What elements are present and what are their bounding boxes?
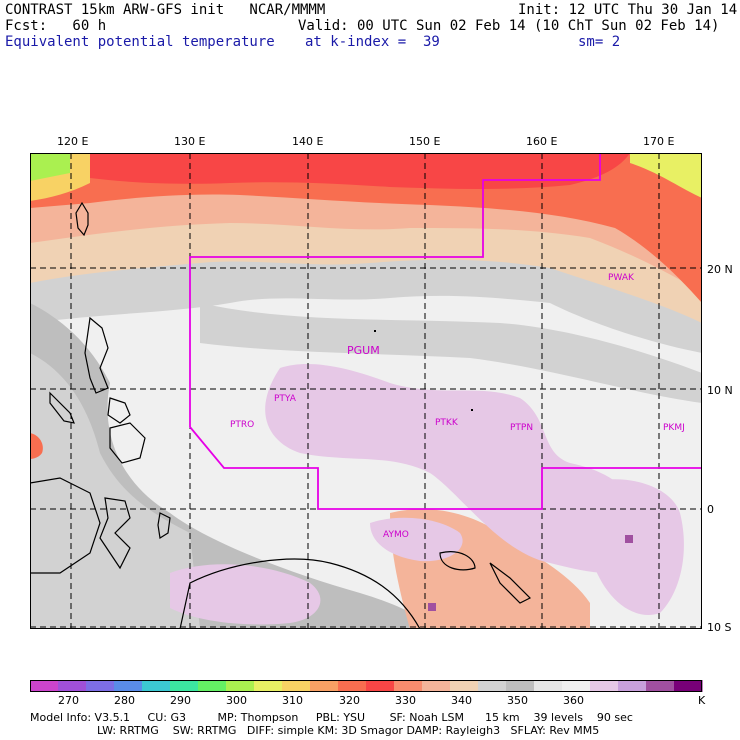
colorbar-label-270: 270 bbox=[58, 694, 79, 707]
station-label-pkmj: PKMJ bbox=[663, 423, 685, 433]
colorbar-swatch bbox=[618, 680, 647, 692]
band-purple-spot-2 bbox=[428, 603, 436, 611]
band-lavender-1 bbox=[265, 363, 650, 573]
colorbar-swatch bbox=[142, 680, 171, 692]
band-lavender-2 bbox=[170, 564, 321, 625]
band-330 bbox=[30, 153, 702, 303]
model-title: CONTRAST 15km ARW-GFS init NCAR/MMMM bbox=[5, 2, 326, 18]
coastline-new-guinea bbox=[179, 558, 421, 629]
model-info-line2: LW: RRTMG SW: RRTMG DIFF: simple KM: 3D … bbox=[97, 724, 600, 737]
vertical-level: at k-index = 39 bbox=[305, 34, 440, 50]
colorbar-label-340: 340 bbox=[451, 694, 472, 707]
station-label-ptpn: PTPN bbox=[510, 423, 534, 433]
colorbar-swatch bbox=[338, 680, 367, 692]
colorbar-label-280: 280 bbox=[114, 694, 135, 707]
coastline-palawan bbox=[49, 391, 75, 424]
colorbar-swatch bbox=[422, 680, 451, 692]
coastline-mindanao bbox=[109, 422, 146, 464]
lat-label-10n: 10 N bbox=[707, 384, 733, 397]
colorbar-swatch bbox=[310, 680, 339, 692]
colorbar-label-360: 360 bbox=[563, 694, 584, 707]
colorbar-swatch bbox=[282, 680, 311, 692]
lon-label-160e: 160 E bbox=[526, 135, 558, 148]
theta-e-map bbox=[30, 153, 702, 629]
model-info-line1: Model Info: V3.5.1 CU: G3 MP: Thompson P… bbox=[30, 711, 633, 724]
band-lavender-4 bbox=[590, 479, 684, 615]
lon-label-150e: 150 E bbox=[409, 135, 441, 148]
station-dot-ptkk bbox=[471, 409, 473, 411]
colorbar-swatch bbox=[58, 680, 87, 692]
station-label-ptya: PTYA bbox=[274, 394, 296, 404]
band-lavender-3 bbox=[370, 517, 463, 562]
coastline-halmahera bbox=[157, 512, 171, 539]
colorbar-swatch bbox=[198, 680, 227, 692]
colorbar-swatch bbox=[226, 680, 255, 692]
station-label-ptkk: PTKK bbox=[435, 418, 458, 428]
station-label-aymo: AYMO bbox=[383, 530, 409, 540]
coastline-solomons bbox=[489, 562, 532, 604]
station-label-pwak: PWAK bbox=[608, 273, 634, 283]
coastline-visayas bbox=[107, 397, 131, 424]
colorbar-swatch bbox=[562, 680, 591, 692]
band-west-gray-light bbox=[30, 353, 200, 629]
fir-boundary bbox=[189, 153, 702, 510]
colorbar-swatch bbox=[170, 680, 199, 692]
coastline-new-britain bbox=[439, 551, 476, 571]
colorbar-label-350: 350 bbox=[507, 694, 528, 707]
coastline-borneo bbox=[30, 477, 101, 574]
valid-time: Valid: 00 UTC Sun 02 Feb 14 (10 ChT Sun … bbox=[298, 18, 720, 34]
coastlines bbox=[30, 201, 532, 629]
lat-label-10s: 10 S bbox=[707, 621, 732, 634]
colorbar-swatch bbox=[646, 680, 675, 692]
colorbar-swatch bbox=[450, 680, 479, 692]
lat-label-20n: 20 N bbox=[707, 263, 733, 276]
station-dot-pgum bbox=[374, 330, 376, 332]
colorbar-swatch bbox=[674, 680, 703, 692]
lon-label-140e: 140 E bbox=[292, 135, 324, 148]
coastline-sulawesi bbox=[99, 497, 131, 570]
lon-label-130e: 130 E bbox=[174, 135, 206, 148]
band-central-gray bbox=[200, 303, 702, 403]
band-northeast-warm bbox=[630, 153, 702, 198]
colorbar-swatch bbox=[86, 680, 115, 692]
coastline-luzon bbox=[84, 316, 109, 394]
forecast-hour: Fcst: 60 h bbox=[5, 18, 107, 34]
colorbar-frame bbox=[30, 680, 702, 692]
colorbar-swatch bbox=[254, 680, 283, 692]
lon-label-120e: 120 E bbox=[57, 135, 89, 148]
colorbar-label-290: 290 bbox=[170, 694, 191, 707]
colorbar-label-310: 310 bbox=[282, 694, 303, 707]
colorbar-swatch bbox=[534, 680, 563, 692]
colorbar-label-330: 330 bbox=[395, 694, 416, 707]
colorbar-label-320: 320 bbox=[339, 694, 360, 707]
colorbar-swatch bbox=[114, 680, 143, 692]
map-frame bbox=[30, 153, 702, 629]
colorbar-unit: K bbox=[698, 694, 706, 707]
colorbar-swatch bbox=[394, 680, 423, 692]
init-time: Init: 12 UTC Thu 30 Jan 14 bbox=[518, 2, 738, 18]
band-northwest-cool bbox=[30, 153, 70, 181]
smoothing: sm= 2 bbox=[578, 34, 621, 50]
colorbar-swatch bbox=[478, 680, 507, 692]
band-purple-spot bbox=[625, 535, 633, 543]
colorbar-swatch bbox=[506, 680, 535, 692]
lat-label-0: 0 bbox=[707, 503, 714, 516]
field-name: Equivalent potential temperature bbox=[5, 34, 275, 50]
coastline-taiwan bbox=[75, 201, 89, 237]
colorbar-swatch bbox=[30, 680, 59, 692]
lon-label-170e: 170 E bbox=[643, 135, 675, 148]
band-west-warm bbox=[30, 433, 43, 459]
colorbar bbox=[30, 680, 703, 692]
station-label-pgum: PGUM bbox=[347, 344, 380, 357]
colorbar-label-300: 300 bbox=[226, 694, 247, 707]
station-label-ptro: PTRO bbox=[230, 420, 255, 430]
colorbar-swatch bbox=[366, 680, 395, 692]
colorbar-swatch bbox=[590, 680, 619, 692]
